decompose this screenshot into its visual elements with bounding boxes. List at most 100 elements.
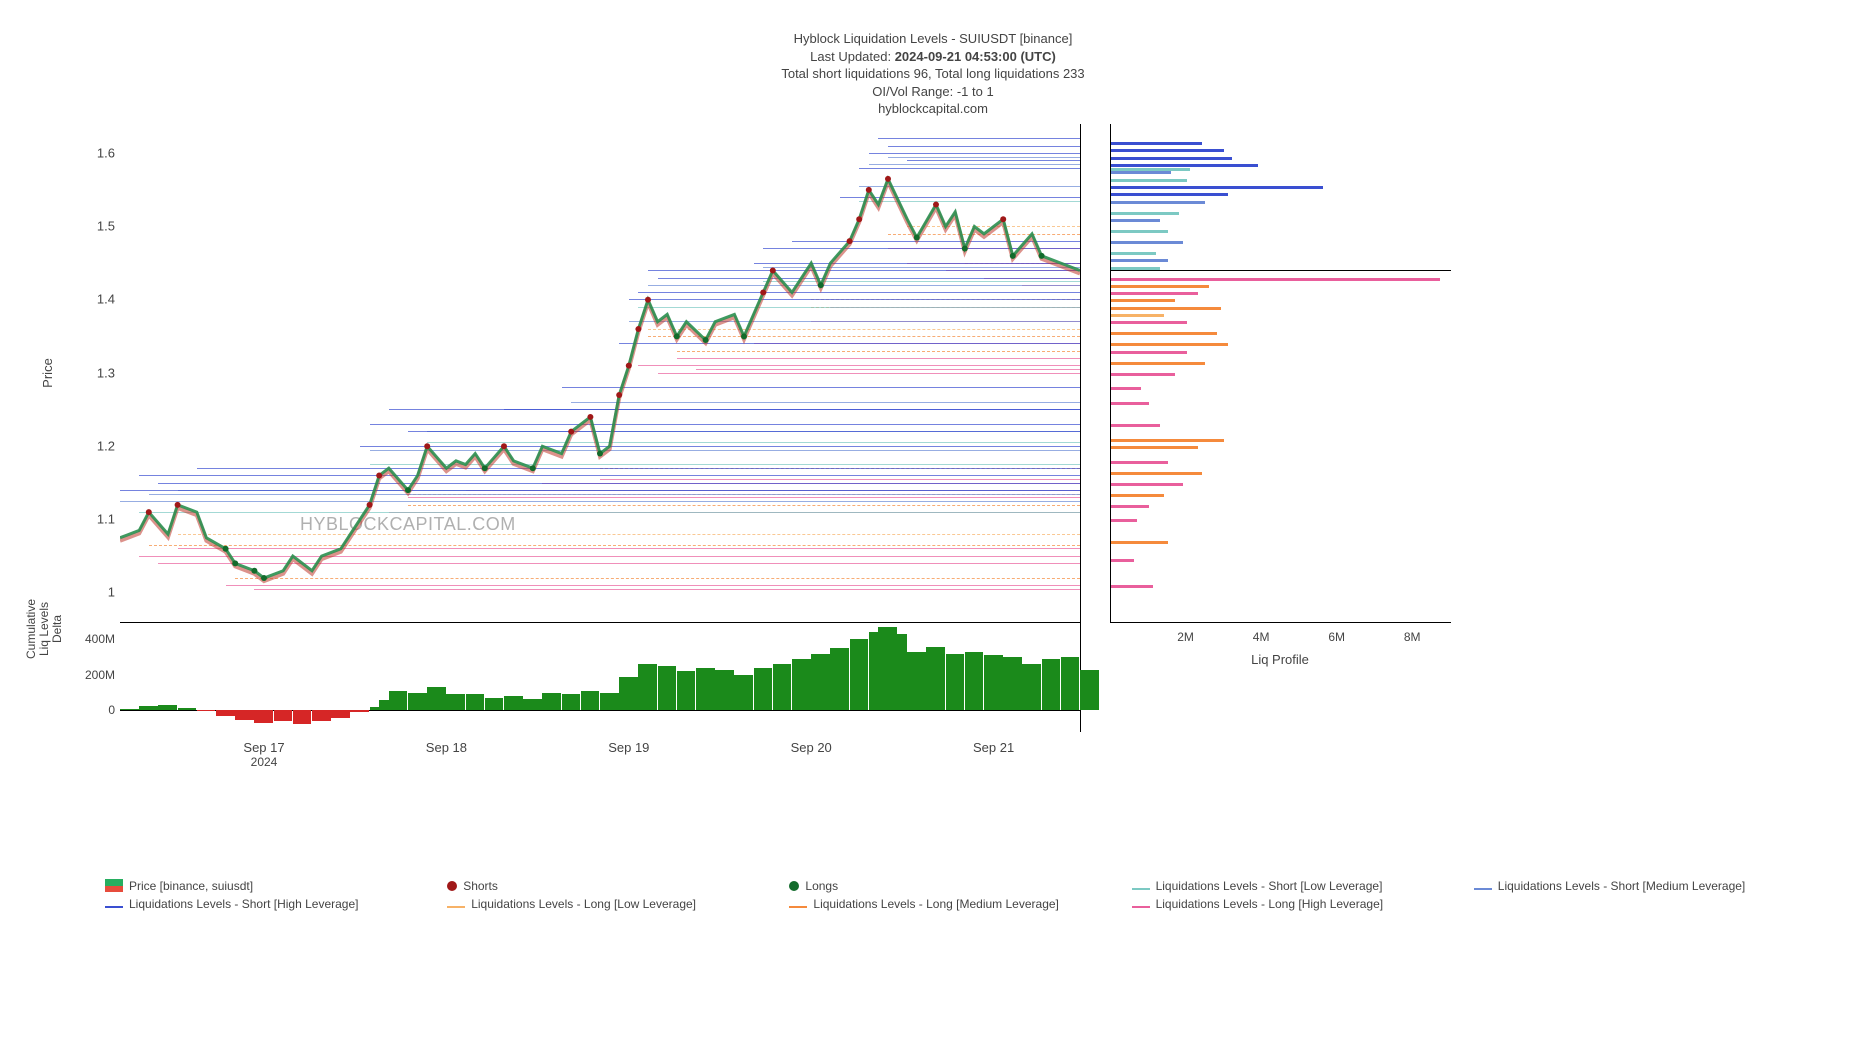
- y-tick-label: 1.2: [75, 438, 115, 453]
- profile-bar: [1111, 483, 1183, 486]
- legend-swatch: [447, 906, 465, 908]
- marker-dot: [568, 428, 574, 434]
- legend-label: Longs: [805, 879, 838, 893]
- marker-dot: [962, 245, 968, 251]
- chart-legend: Price [binance, suiusdt] Shorts Longs Liqui…: [50, 879, 1816, 911]
- delta-bar: [1061, 657, 1080, 710]
- delta-bar: [1042, 659, 1061, 710]
- y-axis-delta-label: Cumulative Liq Levels Delta: [25, 579, 65, 679]
- cumulative-delta-chart[interactable]: [120, 622, 1081, 732]
- chart-header: Hyblock Liquidation Levels - SUIUSDT [bi…: [50, 30, 1816, 118]
- profile-bar: [1111, 186, 1323, 189]
- delta-bar: [619, 677, 638, 711]
- profile-bar: [1111, 373, 1175, 376]
- delta-bar: [581, 691, 600, 711]
- y-axis-price-label: Price: [40, 358, 55, 388]
- legend-swatch: [1132, 888, 1150, 890]
- legend-item: Liquidations Levels - Long [Low Leverage…: [447, 897, 789, 911]
- profile-bar: [1111, 472, 1202, 475]
- title-line2: Last Updated: 2024-09-21 04:53:00 (UTC): [50, 48, 1816, 66]
- profile-bar: [1111, 362, 1205, 365]
- marker-dot: [405, 487, 411, 493]
- chart-area: Price Cumulative Liq Levels Delta Liq Pr…: [50, 124, 1816, 804]
- profile-bar: [1111, 494, 1164, 497]
- profile-x-tick-label: 4M: [1253, 630, 1270, 644]
- legend-label: Shorts: [463, 879, 498, 893]
- marker-dot: [501, 443, 507, 449]
- profile-bar: [1111, 168, 1190, 171]
- profile-bar: [1111, 461, 1168, 464]
- legend-item: Liquidations Levels - Long [High Leverag…: [1132, 897, 1474, 911]
- delta-bar: [485, 698, 504, 710]
- title-line3: Total short liquidations 96, Total long …: [50, 65, 1816, 83]
- delta-bar: [427, 687, 446, 710]
- y-tick-label: 1: [75, 585, 115, 600]
- profile-x-tick-label: 6M: [1328, 630, 1345, 644]
- profile-bar: [1111, 164, 1258, 167]
- delta-bar: [1003, 657, 1022, 710]
- marker-dot: [1010, 253, 1016, 259]
- delta-bar: [235, 710, 254, 720]
- delta-bar: [792, 659, 811, 710]
- marker-dot: [741, 333, 747, 339]
- marker-dot: [223, 545, 229, 551]
- profile-bar: [1111, 559, 1134, 562]
- marker-dot: [616, 392, 622, 398]
- marker-dot: [914, 234, 920, 240]
- delta-bar: [523, 699, 542, 711]
- delta-bar: [466, 694, 485, 711]
- page-root: Hyblock Liquidation Levels - SUIUSDT [bi…: [0, 0, 1866, 1050]
- marker-dot: [626, 362, 632, 368]
- x-tick-label: Sep 20: [791, 740, 832, 755]
- delta-bar: [312, 710, 331, 721]
- marker-dot: [856, 216, 862, 222]
- marker-dot: [175, 502, 181, 508]
- delta-bar: [389, 691, 408, 711]
- profile-x-tick-label: 8M: [1404, 630, 1421, 644]
- marker-dot: [597, 450, 603, 456]
- liq-profile-chart[interactable]: [1110, 124, 1451, 623]
- legend-item: Shorts: [447, 879, 789, 893]
- marker-dot: [818, 282, 824, 288]
- profile-bar: [1111, 332, 1217, 335]
- delta-bar: [158, 705, 177, 710]
- marker-dot: [674, 333, 680, 339]
- marker-dot: [770, 267, 776, 273]
- legend-item: Liquidations Levels - Short [High Levera…: [105, 897, 447, 911]
- marker-dot: [866, 187, 872, 193]
- profile-bar: [1111, 307, 1221, 310]
- delta-bar: [696, 668, 715, 711]
- legend-label: Liquidations Levels - Long [Low Leverage…: [471, 897, 696, 911]
- main-price-chart[interactable]: HYBLOCKCAPITAL.COM: [120, 124, 1081, 623]
- delta-bar: [1022, 664, 1041, 710]
- legend-label: Liquidations Levels - Short [Medium Leve…: [1498, 879, 1745, 893]
- delta-bar: [562, 694, 581, 711]
- delta-bar: [120, 709, 139, 711]
- delta-bar: [715, 670, 734, 711]
- delta-y-tick-label: 0: [67, 703, 115, 717]
- marker-dot: [232, 560, 238, 566]
- delta-bar: [1080, 670, 1099, 711]
- delta-bar: [677, 671, 696, 710]
- legend-label: Liquidations Levels - Long [Medium Lever…: [813, 897, 1058, 911]
- delta-bar: [773, 664, 792, 710]
- legend-swatch: [105, 879, 123, 892]
- delta-y-tick-label: 400M: [67, 632, 115, 646]
- profile-bar: [1111, 241, 1183, 244]
- marker-dot: [146, 509, 152, 515]
- delta-y-tick-label: 200M: [67, 668, 115, 682]
- legend-label: Liquidations Levels - Short [Low Leverag…: [1156, 879, 1383, 893]
- delta-bar: [542, 693, 561, 711]
- legend-swatch: [1474, 888, 1492, 890]
- legend-swatch: [789, 881, 799, 891]
- profile-bar: [1111, 387, 1141, 390]
- delta-bar: [965, 652, 984, 711]
- profile-bar: [1111, 149, 1224, 152]
- profile-bar: [1111, 157, 1232, 160]
- delta-bar: [216, 710, 235, 715]
- marker-dot: [885, 176, 891, 182]
- delta-bar: [734, 675, 753, 710]
- legend-item: Price [binance, suiusdt]: [105, 879, 447, 893]
- legend-swatch: [447, 881, 457, 891]
- y-tick-label: 1.4: [75, 292, 115, 307]
